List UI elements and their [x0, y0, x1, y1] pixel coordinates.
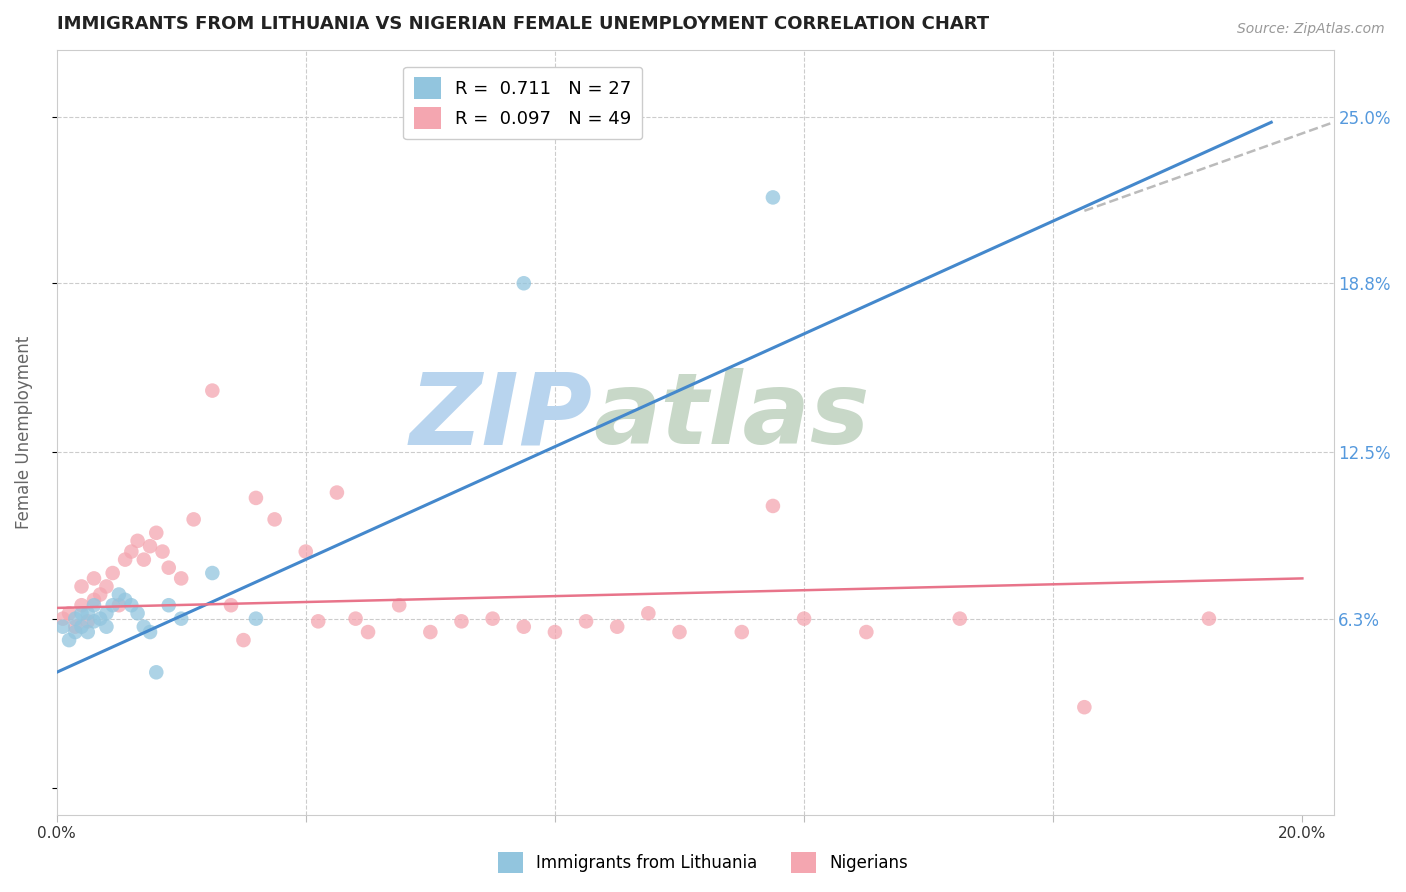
Point — [83, 615, 105, 629]
Point — [307, 615, 329, 629]
Point — [419, 625, 441, 640]
Point — [127, 533, 149, 548]
Point — [388, 599, 411, 613]
Text: ZIP: ZIP — [411, 368, 593, 466]
Legend: Immigrants from Lithuania, Nigerians: Immigrants from Lithuania, Nigerians — [491, 846, 915, 880]
Point — [101, 599, 124, 613]
Point — [544, 625, 567, 640]
Point — [855, 625, 877, 640]
Point — [949, 612, 972, 626]
Point — [96, 620, 118, 634]
Point — [76, 625, 98, 640]
Point — [76, 615, 98, 629]
Point — [76, 607, 98, 621]
Point — [513, 620, 536, 634]
Point — [120, 544, 142, 558]
Point — [170, 612, 193, 626]
Point — [637, 607, 659, 621]
Point — [481, 612, 503, 626]
Point — [70, 599, 93, 613]
Point — [132, 620, 155, 634]
Point — [70, 579, 93, 593]
Text: IMMIGRANTS FROM LITHUANIA VS NIGERIAN FEMALE UNEMPLOYMENT CORRELATION CHART: IMMIGRANTS FROM LITHUANIA VS NIGERIAN FE… — [56, 15, 988, 33]
Point — [263, 512, 285, 526]
Point — [513, 277, 536, 291]
Point — [1198, 612, 1220, 626]
Point — [668, 625, 690, 640]
Point — [219, 599, 242, 613]
Point — [245, 612, 267, 626]
Point — [108, 599, 131, 613]
Point — [294, 544, 316, 558]
Point — [52, 620, 75, 634]
Point — [201, 566, 224, 580]
Point — [127, 607, 149, 621]
Point — [793, 612, 815, 626]
Point — [65, 625, 87, 640]
Point — [157, 560, 180, 574]
Point — [70, 620, 93, 634]
Point — [170, 571, 193, 585]
Point — [606, 620, 628, 634]
Point — [139, 625, 162, 640]
Point — [450, 615, 472, 629]
Point — [157, 599, 180, 613]
Point — [232, 633, 254, 648]
Point — [58, 607, 80, 621]
Point — [70, 607, 93, 621]
Point — [114, 552, 136, 566]
Point — [357, 625, 380, 640]
Point — [245, 491, 267, 505]
Point — [89, 612, 111, 626]
Point — [65, 620, 87, 634]
Point — [1073, 700, 1095, 714]
Point — [326, 485, 349, 500]
Point — [108, 587, 131, 601]
Point — [101, 566, 124, 580]
Point — [132, 552, 155, 566]
Point — [96, 579, 118, 593]
Point — [183, 512, 205, 526]
Point — [83, 571, 105, 585]
Point — [762, 499, 785, 513]
Legend: R =  0.711   N = 27, R =  0.097   N = 49: R = 0.711 N = 27, R = 0.097 N = 49 — [404, 67, 643, 139]
Point — [58, 633, 80, 648]
Point — [139, 539, 162, 553]
Text: atlas: atlas — [593, 368, 869, 466]
Point — [344, 612, 367, 626]
Y-axis label: Female Unemployment: Female Unemployment — [15, 335, 32, 529]
Point — [762, 190, 785, 204]
Point — [52, 612, 75, 626]
Point — [83, 599, 105, 613]
Point — [120, 599, 142, 613]
Point — [575, 615, 598, 629]
Point — [201, 384, 224, 398]
Point — [731, 625, 754, 640]
Point — [83, 592, 105, 607]
Point — [114, 592, 136, 607]
Point — [65, 612, 87, 626]
Point — [145, 525, 167, 540]
Text: Source: ZipAtlas.com: Source: ZipAtlas.com — [1237, 22, 1385, 37]
Point — [89, 587, 111, 601]
Point — [152, 544, 174, 558]
Point — [145, 665, 167, 680]
Point — [96, 607, 118, 621]
